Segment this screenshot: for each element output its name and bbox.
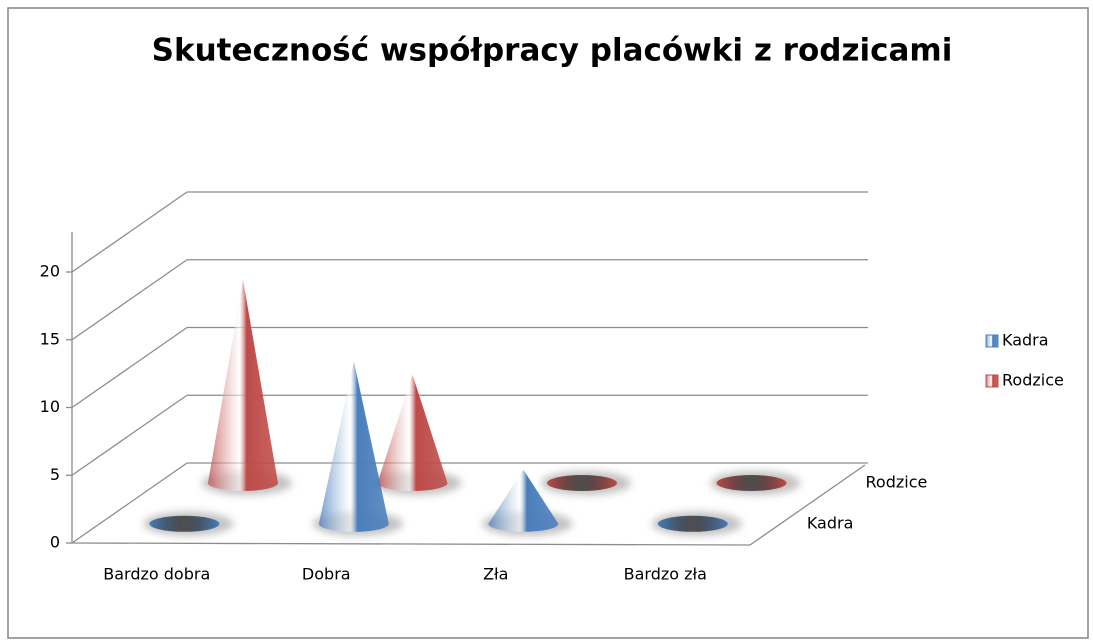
depth-label: Kadra xyxy=(807,513,854,532)
y-tick-label: 20 xyxy=(40,262,60,281)
cone-base xyxy=(547,475,617,491)
legend-label: Kadra xyxy=(1002,331,1049,350)
y-tick-label: 15 xyxy=(40,329,60,348)
cone xyxy=(377,374,448,491)
cone-base xyxy=(657,515,728,532)
x-tick-label: Bardzo zła xyxy=(624,565,707,584)
x-tick-label: Dobra xyxy=(302,565,351,584)
floor-edge xyxy=(749,464,866,546)
cone-base xyxy=(149,515,220,532)
grid-line xyxy=(71,394,188,476)
grid-line xyxy=(71,326,188,409)
floor-edge xyxy=(71,542,751,546)
x-tick-label: Zła xyxy=(483,565,508,584)
grid-line xyxy=(71,191,188,273)
y-tick-label: 5 xyxy=(50,465,60,484)
cone xyxy=(208,279,278,491)
legend-swatch xyxy=(985,334,999,348)
cone xyxy=(318,361,389,532)
grid-line xyxy=(71,259,188,341)
legend-label: Rodzice xyxy=(1002,371,1064,390)
chart-title: Skuteczność współpracy placówki z rodzic… xyxy=(152,33,953,69)
y-tick-label: 10 xyxy=(40,397,60,416)
x-tick-label: Bardzo dobra xyxy=(103,565,210,584)
depth-label: Rodzice xyxy=(866,473,928,492)
cone-base xyxy=(716,475,787,491)
cone xyxy=(488,469,559,532)
grid-line xyxy=(71,462,188,544)
legend-swatch xyxy=(985,374,999,388)
y-tick-label: 0 xyxy=(50,533,60,552)
